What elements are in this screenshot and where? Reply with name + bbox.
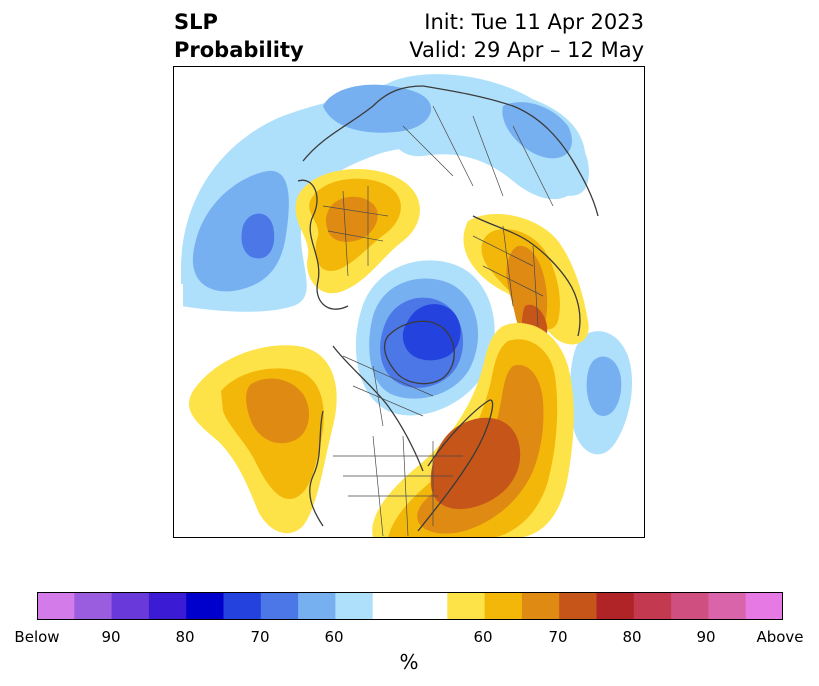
hudson-region-coast [332, 345, 424, 472]
colorbar-cell-10 [447, 592, 486, 620]
colorbar-cell-3 [148, 592, 187, 620]
colorbar-cell-18 [745, 592, 783, 620]
colorbar-tick-below: Below [14, 628, 60, 646]
colorbar-cell-14 [596, 592, 635, 620]
europe-coast [297, 179, 349, 310]
above-normal-europe-core [326, 196, 378, 242]
colorbar-tick-above-70: 70 [548, 628, 568, 646]
colorbar-cells [37, 592, 783, 620]
colorbar-tick-below-90: 90 [101, 628, 121, 646]
us-west-coast [309, 410, 324, 527]
title-type: Probability [174, 38, 304, 62]
siberia-coast [422, 85, 599, 217]
colorbar-unit: % [399, 650, 419, 674]
colorbar-tick-below-70: 70 [250, 628, 270, 646]
colorbar-tick-below-80: 80 [175, 628, 195, 646]
title-variable: SLP [174, 10, 218, 34]
init-date: Init: Tue 11 Apr 2023 [424, 10, 644, 34]
canada-lines [342, 355, 434, 427]
russia-lines [402, 105, 554, 207]
colorbar-frame [37, 592, 783, 620]
colorbar-tick-above-90: 90 [696, 628, 716, 646]
colorbar-cell-4 [186, 592, 224, 620]
colorbar-cell-15 [633, 592, 672, 620]
colorbar-cell-13 [559, 592, 597, 620]
greenland-coast [383, 320, 455, 385]
colorbar-tick-above-60: 60 [473, 628, 493, 646]
colorbar-cell-0 [37, 592, 75, 620]
above-normal-pacific-core [246, 378, 309, 444]
below-normal-arctic-peak [402, 304, 461, 361]
us-east-coast [417, 399, 494, 532]
colorbar-cell-5 [223, 592, 262, 620]
map-frame [173, 66, 645, 538]
map-dates: Init: Tue 11 Apr 2023 Valid: 29 Apr – 12… [409, 8, 644, 64]
us-state-lines [333, 435, 463, 537]
colorbar [37, 592, 783, 620]
north-america-coast [302, 85, 424, 162]
colorbar-cell-2 [111, 592, 150, 620]
projection-gap [173, 284, 183, 316]
below-60-east [502, 102, 572, 159]
asia-lines [472, 225, 544, 327]
colorbar-cell-6 [260, 592, 299, 620]
map-title: SLP Probability [174, 8, 304, 64]
coastlines [297, 85, 599, 532]
borders [322, 105, 554, 537]
asia-coast [472, 215, 581, 337]
colorbar-cell-9 [372, 592, 448, 620]
colorbar-cell-16 [671, 592, 709, 620]
below-70-atlantic-east [586, 356, 622, 416]
colorbar-cell-7 [298, 592, 336, 620]
probability-map [173, 66, 645, 538]
colorbar-cell-12 [521, 592, 560, 620]
colorbar-cell-8 [335, 592, 374, 620]
below-70-north-pacific [192, 170, 289, 292]
valid-dates: Valid: 29 Apr – 12 May [409, 38, 644, 62]
below-60-siberia [323, 84, 432, 133]
colorbar-tick-below-60: 60 [324, 628, 344, 646]
europe-lines [322, 186, 389, 277]
colorbar-cell-11 [484, 592, 523, 620]
below-80-north-pacific [241, 213, 275, 259]
colorbar-tick-above-80: 80 [622, 628, 642, 646]
colorbar-cell-1 [74, 592, 113, 620]
colorbar-cell-17 [708, 592, 747, 620]
colorbar-tick-above: Above [756, 628, 804, 646]
